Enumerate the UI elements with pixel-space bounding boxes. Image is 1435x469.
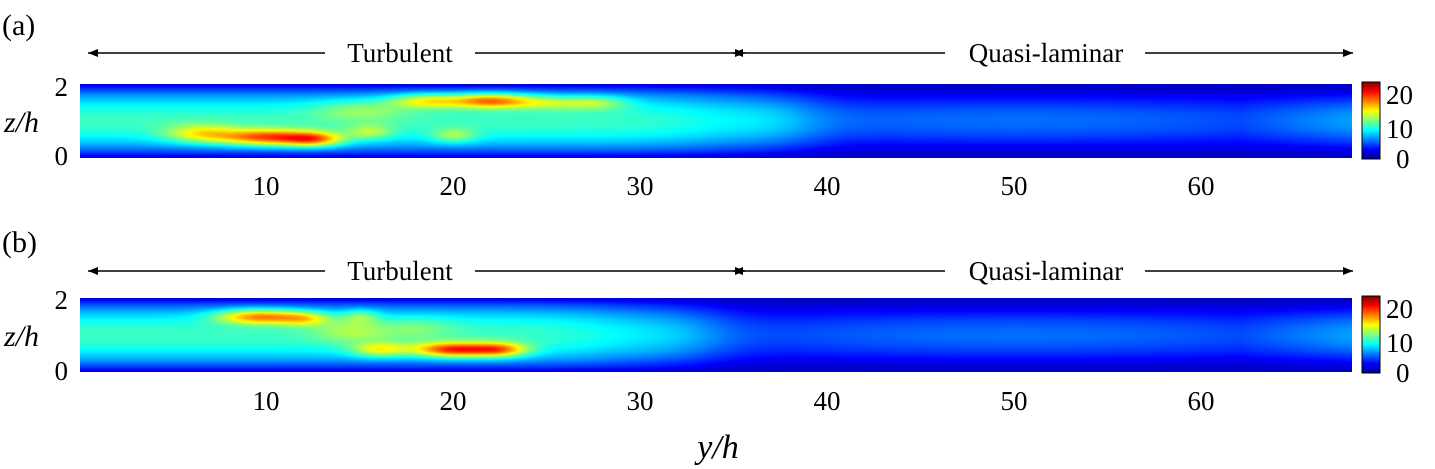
panel-a: (a) Turbulent Quasi-laminar z/h 2 0 10 2… xyxy=(2,9,1413,201)
heatmap-canvas xyxy=(80,298,1352,372)
panel-b: (b) Turbulent Quasi-laminar z/h 2 0 10 2… xyxy=(2,226,1413,466)
colorbar-tick-label: 10 xyxy=(1386,114,1413,144)
colorbar xyxy=(1361,81,1381,160)
x-tick-labels: 10 20 30 40 50 60 xyxy=(253,171,1215,201)
colorbar-tick-label: 0 xyxy=(1396,144,1410,174)
x-tick-label: 60 xyxy=(1188,171,1215,201)
colorbar-tick-label: 20 xyxy=(1386,294,1413,324)
x-tick-label: 50 xyxy=(1001,171,1028,201)
panel-label: (a) xyxy=(2,9,35,42)
region-label-turbulent: Turbulent xyxy=(347,256,453,286)
colorbar xyxy=(1361,295,1381,374)
x-tick-label: 40 xyxy=(814,386,841,416)
y-tick-label: 2 xyxy=(55,72,69,102)
colorbar-tick-label: 20 xyxy=(1386,80,1413,110)
y-tick-label: 0 xyxy=(55,141,69,171)
x-tick-label: 40 xyxy=(814,171,841,201)
panel-label: (b) xyxy=(2,226,37,259)
region-label-quasi-laminar: Quasi-laminar xyxy=(969,38,1123,68)
x-tick-labels: 10 20 30 40 50 60 xyxy=(253,386,1215,416)
region-label-turbulent: Turbulent xyxy=(347,38,453,68)
heatmap-canvas xyxy=(80,84,1352,158)
x-tick-label: 10 xyxy=(253,386,280,416)
y-axis-label: z/h xyxy=(3,320,39,353)
x-tick-label: 20 xyxy=(440,171,467,201)
x-tick-label: 10 xyxy=(253,171,280,201)
x-tick-label: 60 xyxy=(1188,386,1215,416)
x-tick-label: 20 xyxy=(440,386,467,416)
y-axis-label: z/h xyxy=(3,106,39,139)
x-tick-label: 30 xyxy=(627,386,654,416)
colorbar-tick-label: 0 xyxy=(1396,358,1410,388)
x-tick-label: 50 xyxy=(1001,386,1028,416)
y-tick-label: 2 xyxy=(55,285,69,315)
x-tick-label: 30 xyxy=(627,171,654,201)
y-tick-label: 0 xyxy=(55,356,69,386)
x-axis-label: y/h xyxy=(694,429,739,466)
colorbar-tick-label: 10 xyxy=(1386,328,1413,358)
region-label-quasi-laminar: Quasi-laminar xyxy=(969,256,1123,286)
